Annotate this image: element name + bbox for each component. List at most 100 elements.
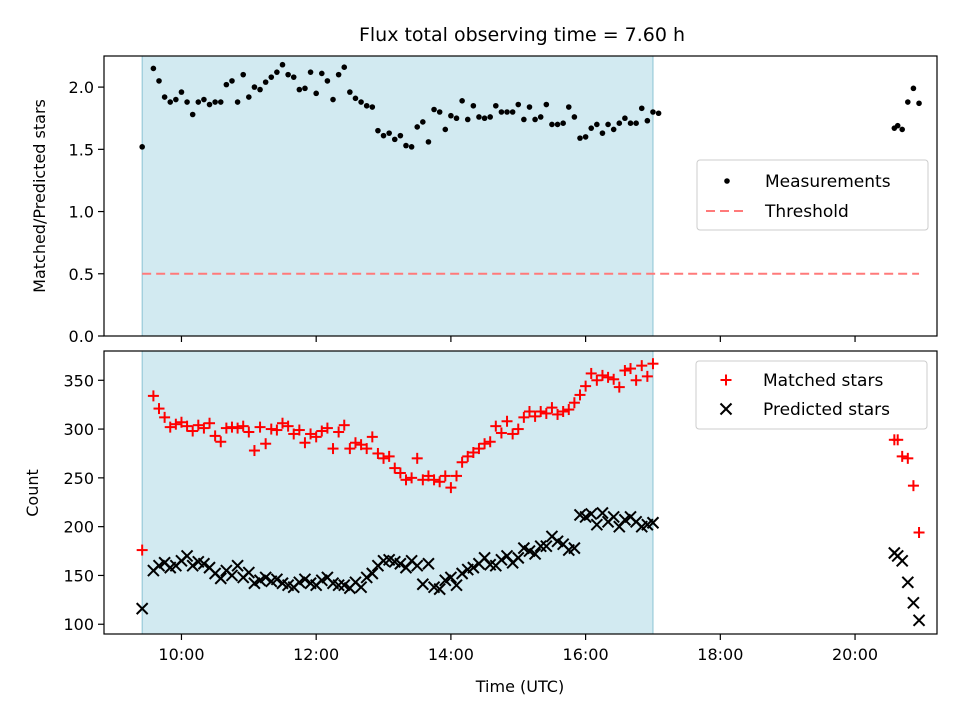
y-tick-label: 200 [63,518,94,537]
measurement-point [391,136,398,143]
predicted-star-point [394,557,407,570]
measurement-point [442,126,449,133]
y-tick-label: 0.5 [69,265,94,284]
measurement-point [324,78,331,84]
measurement-point [352,95,359,102]
predicted-star-point [907,596,920,609]
predicted-star-point [411,559,424,572]
observing-window-band [141,350,654,635]
matched-star-point [366,431,378,443]
measurement-point [397,132,404,139]
measurement-point [195,99,202,105]
measurement-point [307,69,314,75]
matched-star-point [136,544,148,556]
matched-star-point [546,402,558,414]
matched-star-point [619,365,631,377]
predicted-star-point [585,507,598,521]
matched-star-point [159,411,171,423]
measurement-point [425,139,432,145]
x-tick-label: 16:00 [563,645,609,664]
measurement-point [257,86,263,93]
matched-star-point [378,452,390,464]
matched-star-point [434,476,446,488]
predicted-star-point [596,506,609,520]
count-legend: Matched stars Predicted stars [695,360,928,430]
matched-star-point [243,426,255,438]
measurement-point [420,119,426,125]
measurement-point [386,130,392,136]
matched-star-point [282,420,294,432]
y-tick-label: 2.0 [69,78,94,97]
matched-star-point [585,367,597,379]
measurement-point [274,69,280,75]
y-tick-label: 150 [63,566,94,585]
matched-star-point [439,470,451,482]
measurement-point [899,126,905,133]
measurement-point [318,70,325,77]
matched-star-point [383,450,395,462]
matched-star-point [636,360,648,372]
measurement-point [229,78,235,84]
ratio-panel-frame [103,55,938,337]
x-tick-label: 14:00 [428,645,474,664]
matched-star-point [473,443,485,455]
measurement-point [605,121,611,128]
matched-star-point [394,467,406,479]
measurement-point [560,120,566,126]
measurement-point [363,102,370,109]
y-tick-label: 100 [63,615,94,634]
predicted-star-point [495,553,508,567]
measurement-point [476,114,482,120]
measurement-point [616,120,623,126]
measurement-point [139,144,145,150]
matched-star-point [479,438,491,450]
matched-star-point [175,416,187,428]
matched-star-point [271,424,283,436]
measurement-point [212,99,218,105]
matched-star-point [451,470,463,482]
legend-predicted-label: Predicted stars [763,400,890,420]
matched-star-point [181,420,193,432]
predicted-star-point [360,571,373,584]
y-tick-label: 0.0 [69,327,94,346]
matched-star-point [372,447,384,459]
predicted-star-point [270,573,284,586]
measurement-point [910,85,917,92]
legend-matched-marker [720,374,732,386]
predicted-star-point [180,549,194,563]
matched-star-point [456,456,468,468]
predicted-star-point [534,539,547,553]
matched-star-point [299,437,311,449]
predicted-star-point [901,576,915,589]
measurement-point [223,81,230,88]
measurement-point [246,94,252,100]
ratio-legend: Measurements Threshold [696,159,929,231]
chart-title: Flux total observing time = 7.60 h [359,24,685,46]
matched-star-point [467,446,479,458]
matched-star-point [892,434,904,446]
matched-star-point [187,425,199,437]
matched-star-point [462,450,474,462]
predicted-star-point [422,557,435,570]
measurement-point [571,114,578,120]
measurement-point [234,99,241,105]
measurement-point [341,64,348,70]
matched-star-point [484,436,496,448]
matched-star-point [580,380,592,392]
matched-star-point [428,474,440,486]
matched-star-point [512,423,524,435]
measurement-point [515,101,522,108]
matched-star-point [490,420,502,432]
measurement-point [436,109,443,115]
matched-star-point [591,374,603,386]
predicted-star-point [366,567,379,580]
predicted-star-point [231,559,244,572]
predicted-star-point [225,569,239,582]
matched-star-point [641,370,653,382]
predicted-star-point [298,573,312,586]
measurement-point [577,135,583,141]
matched-star-point [563,404,575,416]
measurement-point [521,116,527,123]
measurement-point [588,125,595,131]
